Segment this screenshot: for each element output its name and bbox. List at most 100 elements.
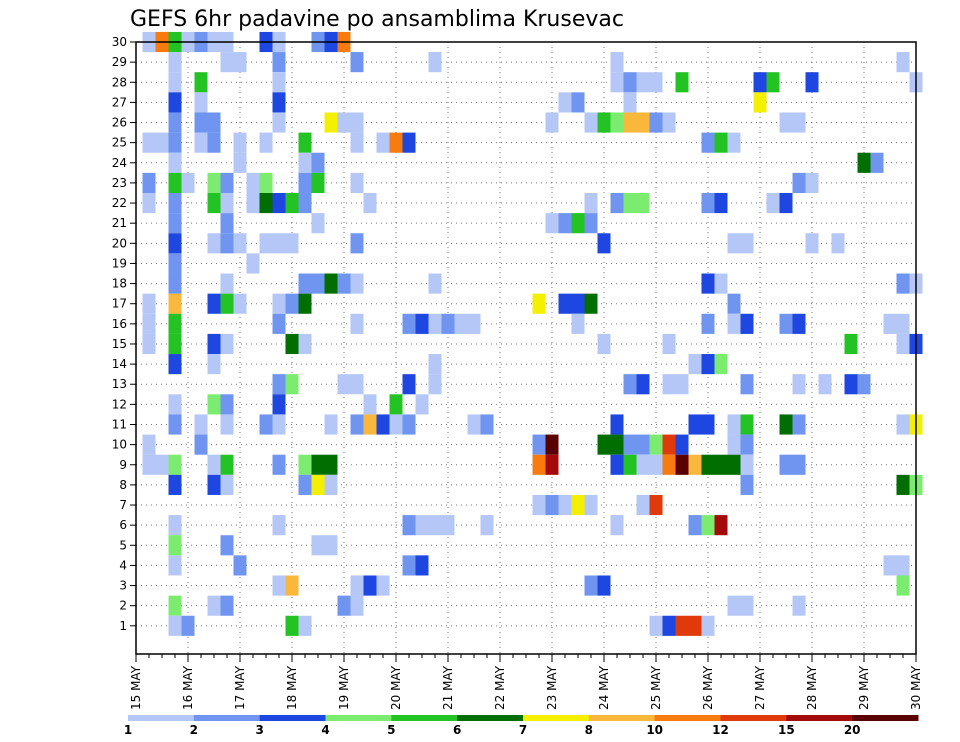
precip-cell xyxy=(896,555,910,576)
precip-cell xyxy=(142,333,156,355)
precip-cell xyxy=(896,52,910,73)
precip-cell xyxy=(220,595,234,616)
precip-cell xyxy=(883,555,897,576)
precip-cell xyxy=(389,132,403,153)
precip-cell xyxy=(350,575,364,596)
precip-cell xyxy=(142,454,156,475)
x-tick-label: 21 MAY xyxy=(441,665,455,710)
precip-cell xyxy=(636,494,650,516)
y-tick-label: 29 xyxy=(112,55,127,69)
precip-cell xyxy=(636,454,650,475)
precip-cell xyxy=(753,72,767,93)
precip-cell xyxy=(649,494,663,516)
precip-cell xyxy=(532,434,546,455)
precip-cell xyxy=(311,535,325,556)
precip-cell xyxy=(272,575,286,596)
precip-cell xyxy=(623,112,637,133)
precip-cell xyxy=(376,132,390,153)
precip-cell xyxy=(168,192,182,214)
data-cells xyxy=(142,31,923,636)
precip-cell xyxy=(818,374,832,395)
precip-cell xyxy=(701,192,715,214)
precip-cell xyxy=(792,112,806,133)
precip-cell xyxy=(168,52,182,73)
precip-cell xyxy=(363,414,377,435)
precip-cell xyxy=(844,333,858,355)
precip-cell xyxy=(168,555,182,576)
precip-cell xyxy=(324,535,338,556)
precip-cell xyxy=(662,434,676,455)
legend-label: 10 xyxy=(646,723,663,737)
precip-cell xyxy=(662,374,676,395)
precip-cell xyxy=(389,414,403,435)
precip-cell xyxy=(337,273,351,294)
precip-cell xyxy=(311,273,325,294)
precip-cell xyxy=(714,132,728,153)
precip-cell xyxy=(207,394,221,415)
precip-cell xyxy=(649,112,663,133)
precip-cell xyxy=(298,615,312,636)
precip-cell xyxy=(441,313,455,334)
precip-cell xyxy=(571,293,585,314)
precip-cell xyxy=(779,313,793,334)
precip-cell xyxy=(207,132,221,153)
precip-cell xyxy=(233,233,247,254)
legend-label: 1 xyxy=(124,723,132,737)
x-tick-label: 27 MAY xyxy=(753,665,767,710)
precip-cell xyxy=(298,474,312,495)
precip-cell xyxy=(337,595,351,616)
precip-cell xyxy=(207,112,221,133)
precip-cell xyxy=(740,434,754,455)
precip-cell xyxy=(636,434,650,455)
precip-cell xyxy=(337,374,351,395)
precip-cell xyxy=(857,374,871,395)
precip-cell xyxy=(363,394,377,415)
precip-cell xyxy=(792,414,806,435)
precip-cell xyxy=(337,112,351,133)
precip-cell xyxy=(207,454,221,475)
precip-cell xyxy=(233,152,247,173)
precip-cell xyxy=(701,273,715,294)
y-tick-label: 10 xyxy=(112,438,127,452)
precip-cell xyxy=(350,313,364,334)
precip-cell xyxy=(727,313,741,334)
precip-cell xyxy=(558,293,572,314)
y-tick-label: 30 xyxy=(112,35,127,49)
precip-cell xyxy=(233,555,247,576)
precip-cell xyxy=(779,414,793,435)
x-tick-label: 29 MAY xyxy=(857,665,871,710)
precip-cell xyxy=(740,595,754,616)
precip-cell xyxy=(727,293,741,314)
precip-cell xyxy=(467,313,481,334)
x-tick-label: 18 MAY xyxy=(285,665,299,710)
precip-cell xyxy=(168,293,182,314)
precip-cell xyxy=(246,253,260,274)
precip-cell xyxy=(558,92,572,113)
precip-cell xyxy=(272,92,286,113)
precip-cell xyxy=(805,233,819,254)
precip-cell xyxy=(675,615,689,636)
precip-cell xyxy=(415,313,429,334)
legend-swatch xyxy=(325,715,392,721)
precip-cell xyxy=(740,414,754,435)
grid-lines xyxy=(136,41,916,654)
y-tick-label: 22 xyxy=(112,196,127,210)
y-tick-label: 16 xyxy=(112,317,127,331)
precip-cell xyxy=(558,213,572,234)
precip-cell xyxy=(753,92,767,113)
precip-cell xyxy=(545,454,559,475)
precip-cell xyxy=(571,494,585,516)
legend-label: 8 xyxy=(585,723,593,737)
precip-cell xyxy=(688,354,702,375)
precip-cell xyxy=(480,414,494,435)
precip-cell xyxy=(142,172,156,193)
precip-cell xyxy=(155,454,169,475)
precip-cell xyxy=(298,132,312,153)
legend-swatch xyxy=(654,715,721,721)
plot-frame xyxy=(135,41,917,655)
precip-cell xyxy=(220,474,234,495)
precip-cell xyxy=(272,72,286,93)
x-axis: 15 MAY 16 MAY 17 MAY 18 MAY 19 MAY 20 MAY 21 M… xyxy=(129,654,923,710)
legend-label: 4 xyxy=(321,723,329,737)
precip-cell xyxy=(142,293,156,314)
